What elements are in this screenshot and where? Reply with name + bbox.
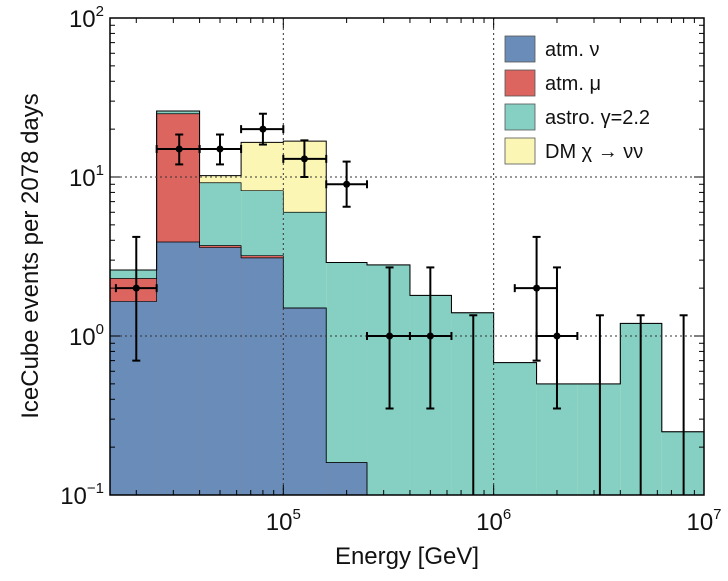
legend-swatch bbox=[504, 69, 536, 97]
data-points-layer bbox=[114, 112, 688, 495]
ticks-layer: 105 106 107 10−1 100 101 102 bbox=[60, 3, 721, 536]
x-axis-label: Energy [GeV] bbox=[335, 543, 479, 570]
histogram-bar bbox=[326, 262, 368, 495]
histogram-bar bbox=[156, 242, 200, 495]
bars-layer bbox=[109, 110, 705, 496]
legend-label: atm. μ bbox=[545, 73, 601, 95]
component-outline bbox=[110, 110, 704, 433]
legend-swatch bbox=[504, 35, 536, 63]
data-point bbox=[300, 155, 308, 163]
x-tick-label: 106 bbox=[476, 506, 511, 536]
histogram-bar bbox=[199, 247, 242, 495]
x-tick-label: 107 bbox=[686, 506, 721, 536]
histogram-bar bbox=[493, 362, 537, 495]
histogram-bar bbox=[367, 264, 410, 495]
y-tick-label: 10−1 bbox=[60, 480, 104, 510]
legend-swatch bbox=[504, 137, 536, 165]
data-point bbox=[343, 180, 351, 188]
legend-swatch bbox=[504, 103, 536, 131]
data-point bbox=[386, 332, 394, 340]
y-axis-label: IceCube events per 2078 days bbox=[17, 93, 44, 419]
data-point bbox=[259, 125, 267, 133]
histogram-bar bbox=[241, 257, 284, 495]
legend-label: astro. γ=2.2 bbox=[545, 107, 650, 129]
legend-label: atm. ν bbox=[545, 39, 599, 61]
histogram-bar bbox=[326, 462, 368, 495]
data-point bbox=[175, 145, 183, 153]
data-point bbox=[553, 332, 561, 340]
data-point bbox=[426, 332, 434, 340]
data-point bbox=[216, 145, 224, 153]
y-tick-label: 101 bbox=[69, 162, 104, 192]
histogram-bar bbox=[110, 301, 157, 495]
y-tick-label: 102 bbox=[69, 3, 104, 33]
data-point bbox=[533, 284, 541, 292]
data-point bbox=[132, 284, 140, 292]
histogram-bar bbox=[577, 383, 621, 495]
x-tick-label: 105 bbox=[266, 506, 301, 536]
histogram-bar bbox=[283, 308, 327, 495]
legend-label: DM χ → νν bbox=[545, 141, 643, 163]
y-tick-label: 100 bbox=[69, 321, 104, 351]
plot-frame bbox=[109, 17, 705, 496]
legend: atm. ν atm. μ astro. γ=2.2 DM χ → νν bbox=[504, 35, 650, 165]
